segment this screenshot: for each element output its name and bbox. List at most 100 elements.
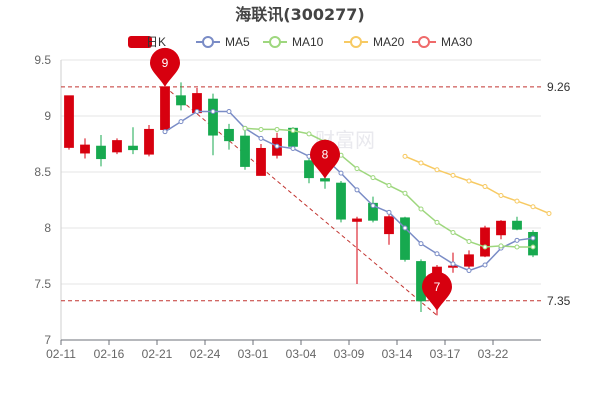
ma10-point <box>306 131 312 137</box>
candlestick <box>96 135 106 167</box>
ma20-point <box>466 178 472 184</box>
marker-pin-label: 9 <box>162 56 169 70</box>
candle-body <box>320 178 330 182</box>
ma20-point <box>450 172 456 178</box>
candle-body <box>208 98 218 136</box>
candle-body <box>400 217 410 260</box>
x-tick-label: 02-21 <box>142 347 173 361</box>
marker-pin-shape <box>310 139 340 179</box>
ma20-point <box>434 167 440 173</box>
marker-pin-label: 8 <box>322 148 329 162</box>
trend-line <box>164 86 438 316</box>
legend-item-ma5[interactable]: MA5 <box>196 35 250 49</box>
candle-body <box>528 231 538 256</box>
ma5-point <box>402 225 408 231</box>
ma10-point <box>354 166 360 172</box>
ma5-point <box>370 203 376 209</box>
candlestick <box>400 216 410 262</box>
legend-label-ma30: MA30 <box>441 35 473 49</box>
legend-item-k[interactable]: 日K <box>128 35 166 49</box>
x-tick-label: 03-14 <box>382 347 413 361</box>
ma5-point <box>466 268 472 274</box>
ma5-point <box>434 251 440 257</box>
ma20-point <box>402 153 408 159</box>
ma10-point <box>530 244 536 250</box>
ma5-point <box>258 135 264 141</box>
ma20-point <box>530 204 536 210</box>
ma20-point <box>514 198 520 204</box>
y-tick-label: 8.5 <box>34 165 51 179</box>
legend-label-ma5: MA5 <box>225 35 250 49</box>
ma10-point <box>258 126 264 132</box>
ma5-point <box>354 187 360 193</box>
legend-item-ma30[interactable]: MA30 <box>412 35 473 49</box>
candle-body <box>96 145 106 160</box>
legend-item-ma10[interactable]: MA10 <box>263 35 324 49</box>
marker-pin-shape <box>422 271 452 311</box>
legend-swatch-circle <box>418 36 430 48</box>
ma10-point <box>498 243 504 249</box>
candle-body <box>144 128 154 155</box>
ma5-point <box>514 237 520 243</box>
ma20-point <box>498 193 504 199</box>
candle-body <box>336 182 346 220</box>
legend-item-ma20[interactable]: MA20 <box>344 35 405 49</box>
candle-body <box>176 95 186 106</box>
candlestick <box>160 86 170 130</box>
candle-body <box>496 220 506 236</box>
ma10-point <box>418 206 424 212</box>
ma5-point <box>210 109 216 115</box>
ma10-point <box>434 219 440 225</box>
legend-swatch-circle <box>202 36 214 48</box>
candlestick <box>352 216 362 284</box>
x-tick-label: 03-01 <box>238 347 269 361</box>
ma20-point <box>418 160 424 166</box>
ma5-point <box>178 119 184 125</box>
candle-body <box>80 144 90 154</box>
candlestick <box>384 214 394 245</box>
candle-body <box>160 86 170 130</box>
x-tick-label: 03-17 <box>430 347 461 361</box>
ma10-point <box>482 244 488 250</box>
ma10-point <box>370 175 376 181</box>
x-tick-label: 03-09 <box>334 347 365 361</box>
candle-body <box>224 128 234 142</box>
candlestick <box>112 138 122 155</box>
marker-pin: 9 <box>150 47 180 87</box>
moving-averages <box>162 109 552 274</box>
candle-body <box>480 227 490 257</box>
candle-body <box>256 147 266 176</box>
ma10-point <box>450 229 456 235</box>
reference-line-label: 9.26 <box>547 80 571 94</box>
legend[interactable]: 日K MA5 MA10 MA20 MA30 <box>128 35 473 49</box>
x-tick-label: 02-24 <box>190 347 221 361</box>
candle-body <box>384 216 394 235</box>
ma5-point <box>530 235 536 241</box>
ma20-point <box>546 210 552 216</box>
candlestick <box>64 95 74 150</box>
y-axis: 7 7.5 8 8.5 9 9.5 <box>34 53 51 347</box>
candle-body <box>128 145 138 151</box>
legend-label-ma20: MA20 <box>373 35 405 49</box>
legend-swatch-circle <box>269 36 281 48</box>
ma10-point <box>466 238 472 244</box>
ma5-point <box>290 145 296 151</box>
ma5-point <box>194 109 200 115</box>
candlestick <box>336 180 346 223</box>
candlestick <box>224 123 234 150</box>
grid <box>60 59 541 341</box>
ma5-point <box>274 143 280 149</box>
y-tick-label: 7.5 <box>34 277 51 291</box>
candlestick <box>256 144 266 176</box>
reference-lines: 9.26 7.35 <box>61 80 571 316</box>
markers: 9 8 7 <box>150 47 452 311</box>
x-tick-label: 03-04 <box>286 347 317 361</box>
x-tick-label: 03-22 <box>478 347 509 361</box>
candles <box>64 82 538 316</box>
legend-label-k: 日K <box>146 35 166 49</box>
marker-pin: 8 <box>310 139 340 179</box>
candlestick <box>304 158 314 184</box>
ma10-point <box>386 182 392 188</box>
